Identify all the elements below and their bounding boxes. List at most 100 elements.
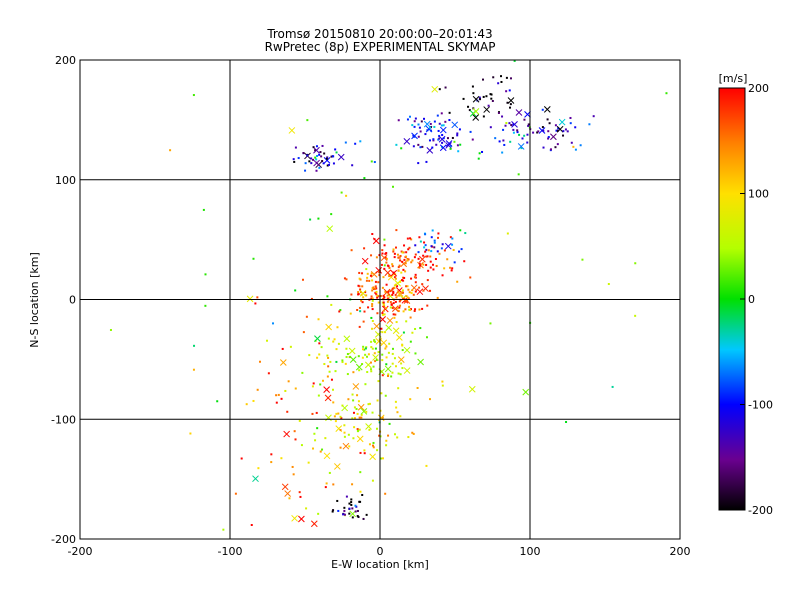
scatter-point [390, 375, 393, 378]
scatter-point [425, 160, 428, 163]
scatter-point [417, 257, 420, 260]
scatter-point [562, 134, 565, 137]
scatter-point [337, 342, 340, 345]
scatter-point [453, 140, 456, 143]
scatter-point [370, 370, 373, 373]
scatter-point [487, 104, 490, 107]
scatter-point [395, 143, 398, 146]
scatter-point [370, 346, 373, 349]
scatter-point [376, 294, 379, 297]
scatter-cross [543, 105, 551, 113]
x-tick-label: 0 [377, 545, 384, 558]
scatter-point [497, 111, 500, 114]
scatter-point [324, 486, 327, 489]
y-tick-label: 0 [69, 294, 76, 307]
scatter-point [478, 96, 481, 99]
scatter-point [469, 276, 472, 279]
scatter-cross [252, 475, 259, 483]
scatter-point [345, 278, 348, 281]
scatter-point [462, 97, 465, 100]
scatter-point [307, 461, 310, 464]
scatter-cross [515, 109, 523, 116]
scatter-point [557, 127, 560, 130]
scatter-point [611, 385, 614, 388]
scatter-point [479, 98, 482, 101]
scatter-point [291, 465, 294, 468]
scatter-point [437, 138, 440, 141]
scatter-point [297, 157, 300, 160]
scatter-point [369, 274, 372, 277]
scatter-point [554, 124, 557, 127]
scatter-cross [472, 114, 480, 121]
scatter-point [375, 256, 378, 259]
scatter-point [292, 158, 295, 161]
scatter-point [364, 353, 367, 356]
scatter-cross [444, 242, 452, 250]
scatter-point [363, 177, 366, 180]
scatter-point [364, 383, 367, 386]
scatter-point [406, 258, 409, 261]
scatter-point [405, 255, 408, 258]
scatter-point [411, 431, 414, 434]
scatter-point [270, 461, 273, 464]
scatter-point [509, 103, 512, 106]
scatter-point [391, 362, 394, 365]
scatter-cross [472, 95, 480, 103]
scatter-point [436, 250, 439, 253]
scatter-point [377, 380, 380, 383]
scatter-point [402, 251, 405, 254]
scatter-point [438, 134, 441, 137]
scatter-point [527, 124, 530, 127]
scatter-cross [337, 153, 345, 161]
scatter-point [505, 90, 508, 93]
scatter-point [456, 280, 459, 283]
scatter-point [425, 336, 428, 339]
scatter-point [411, 331, 414, 334]
scatter-point [579, 144, 582, 147]
scatter-point [391, 263, 394, 266]
scatter-point [337, 509, 340, 512]
scatter-point [382, 309, 385, 312]
scatter-point [333, 338, 336, 341]
scatter-point [502, 128, 505, 131]
scatter-point [326, 156, 329, 159]
scatter-cross [283, 430, 290, 438]
scatter-point [401, 279, 404, 282]
scatter-point [344, 362, 347, 365]
scatter-cross [361, 257, 369, 265]
scatter-cross [313, 146, 320, 154]
scatter-point [526, 141, 529, 144]
scatter-point [316, 154, 319, 157]
scatter-point [491, 99, 494, 102]
scatter-cross [288, 127, 296, 134]
scatter-point [547, 137, 550, 140]
scatter-point [327, 163, 330, 166]
scatter-point [541, 108, 544, 111]
scatter-point [405, 320, 408, 323]
scatter-point [397, 387, 400, 390]
scatter-point [419, 264, 422, 267]
scatter-point [416, 387, 419, 390]
colorbar-tick-label: -100 [748, 399, 773, 412]
scatter-point [433, 246, 436, 249]
scatter-cross [343, 335, 351, 343]
scatter-point [343, 513, 346, 516]
scatter-point [377, 281, 380, 284]
scatter-cross [507, 97, 515, 104]
colorbar-tick-label: 0 [748, 293, 755, 306]
scatter-point [401, 291, 404, 294]
scatter-point [572, 145, 575, 148]
scatter-point [301, 278, 304, 281]
scatter-cross [468, 385, 476, 393]
scatter-point [512, 131, 515, 134]
scatter-cross [356, 435, 364, 443]
colorbar-ticks: 200 100 0 -100 -200 [740, 82, 773, 517]
scatter-point [345, 347, 348, 350]
scatter-point [204, 304, 207, 307]
scatter-point [384, 492, 387, 495]
scatter-point [417, 135, 420, 138]
scatter-point [469, 130, 472, 133]
scatter-point [306, 154, 309, 157]
colorbar-tick-label: 100 [748, 188, 769, 201]
scatter-point [500, 75, 503, 78]
